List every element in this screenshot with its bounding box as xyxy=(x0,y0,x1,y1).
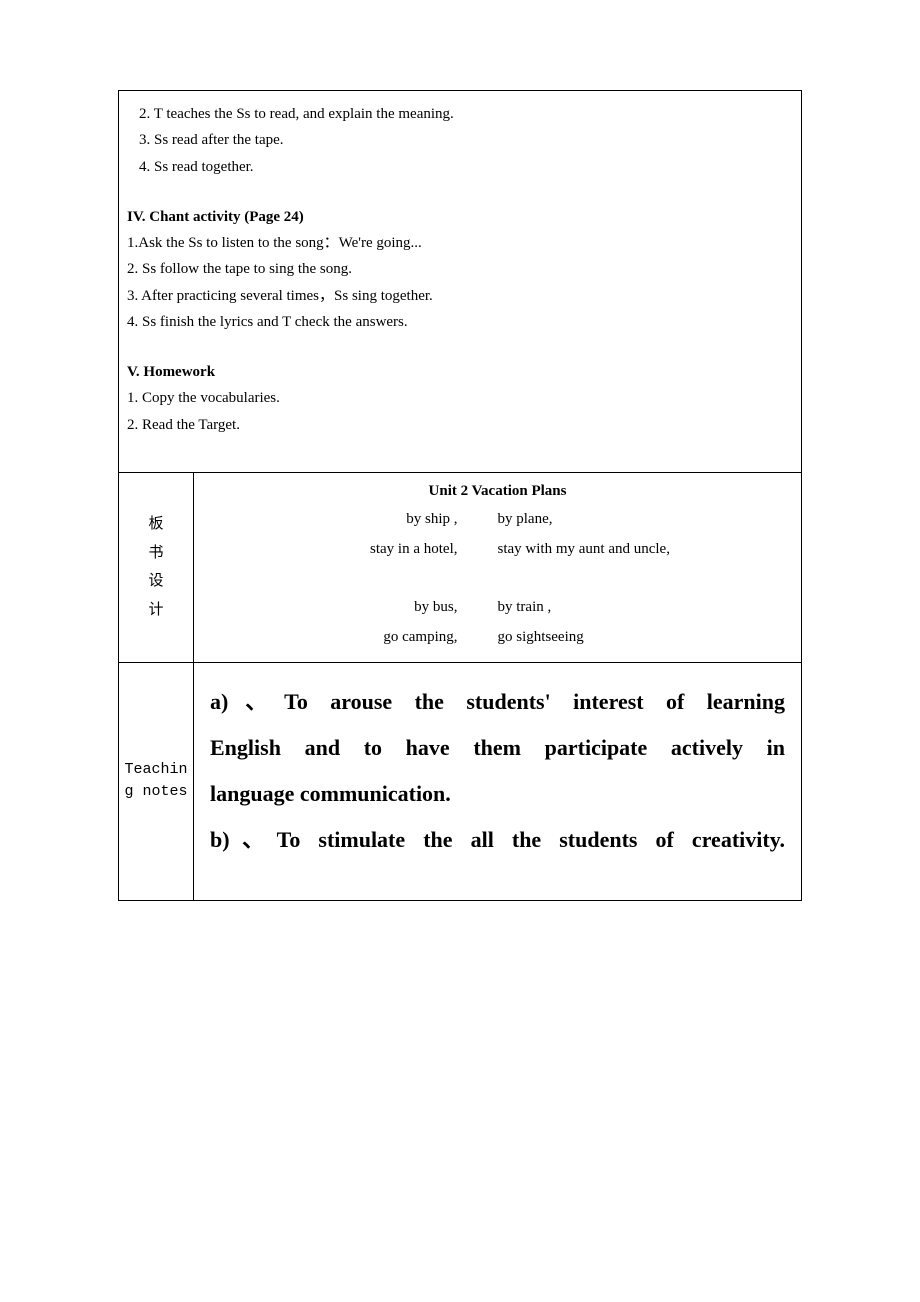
homework-item: 1. Copy the vocabularies. xyxy=(127,385,695,411)
board-item: by bus, xyxy=(298,592,478,622)
board-item: stay with my aunt and uncle, xyxy=(478,534,698,564)
right-margin-cell xyxy=(703,91,802,473)
homework-item: 2. Read the Target. xyxy=(127,412,695,438)
lesson-plan-table: 2. T teaches the Ss to read, and explain… xyxy=(118,90,802,901)
board-item: stay in a hotel, xyxy=(298,534,478,564)
teaching-notes-content-cell: a)、To arouse the students' interest of l… xyxy=(194,662,802,900)
board-title: Unit 2 Vacation Plans xyxy=(202,483,793,504)
label-char: 设 xyxy=(123,567,189,596)
board-design-label-cell: 板 书 设 计 xyxy=(119,472,194,662)
board-item: by plane, xyxy=(478,504,698,534)
teaching-note-a-line: a)、To arouse the students' interest of l… xyxy=(210,679,785,725)
chant-item: 2. Ss follow the tape to sing the song. xyxy=(127,256,695,282)
teaching-note-a-line: language communication. xyxy=(210,771,785,817)
chant-item: 3. After practicing several times，Ss sin… xyxy=(127,283,695,309)
lesson-body-cell: 2. T teaches the Ss to read, and explain… xyxy=(119,91,703,473)
lesson-item: 4. Ss read together. xyxy=(127,154,695,180)
board-item: by train , xyxy=(478,592,698,622)
label-char: 计 xyxy=(123,596,189,625)
teaching-note-a-line: English and to have them participate act… xyxy=(210,725,785,771)
teaching-notes-label-cell: Teaching notes xyxy=(119,662,194,900)
lesson-item: 3. Ss read after the tape. xyxy=(127,127,695,153)
lesson-item: 2. T teaches the Ss to read, and explain… xyxy=(127,101,695,127)
board-item: go sightseeing xyxy=(478,622,698,652)
label-char: 书 xyxy=(123,539,189,568)
teaching-notes-label: Teaching notes xyxy=(123,759,189,804)
teaching-note-b: b)、To stimulate the all the students of … xyxy=(210,817,785,863)
board-design-content-cell: Unit 2 Vacation Plans by ship , by plane… xyxy=(194,472,802,662)
chant-heading: IV. Chant activity (Page 24) xyxy=(127,204,695,230)
board-item: by ship , xyxy=(298,504,478,534)
board-item: go camping, xyxy=(298,622,478,652)
homework-heading: V. Homework xyxy=(127,359,695,385)
chant-item: 4. Ss finish the lyrics and T check the … xyxy=(127,309,695,335)
chant-item: 1.Ask the Ss to listen to the song：We're… xyxy=(127,230,695,256)
label-char: 板 xyxy=(123,510,189,539)
